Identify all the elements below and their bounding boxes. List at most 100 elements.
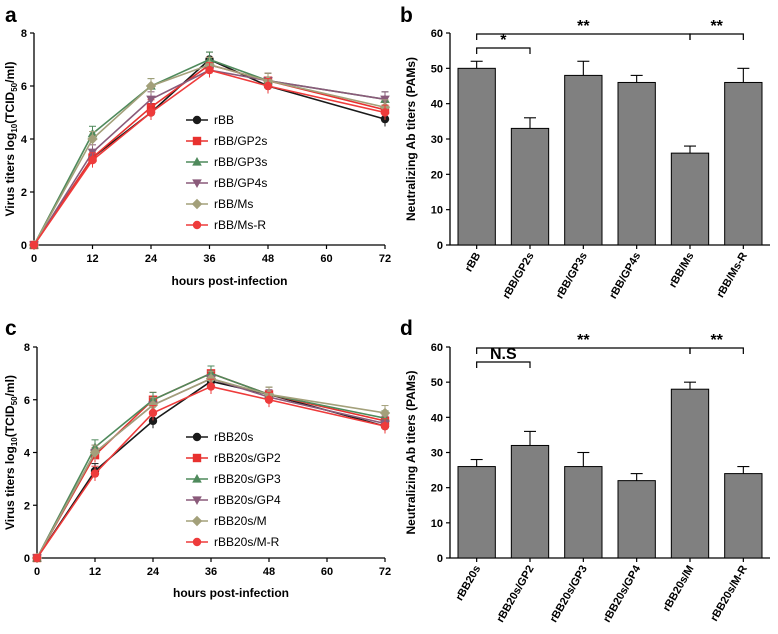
y-axis-label-paren: (TCID — [3, 405, 17, 437]
legend-marker — [192, 157, 202, 166]
data-point — [148, 416, 158, 426]
legend-label: rBB20s/M-R — [214, 535, 280, 549]
series-rBB20s/GP4 — [32, 370, 390, 563]
x-tick-label: rBB/GP3s — [554, 251, 590, 301]
x-tick-label: 36 — [203, 253, 215, 265]
legend-marker — [192, 453, 202, 463]
data-point — [145, 80, 157, 92]
bar — [457, 67, 496, 246]
bar-chart-panel-d: d 0 10 20 30 40 50 60 Neutralizing Ab titers (PA… — [400, 317, 770, 625]
legend-label: rBB20s/GP3 — [214, 472, 281, 486]
legend-label: rBB — [214, 113, 234, 127]
x-tick-label: rBB20s/GP3 — [548, 564, 590, 625]
series-line — [33, 63, 386, 246]
significance-label: ** — [577, 18, 590, 35]
y-tick-label: 4 — [21, 134, 28, 146]
legend-marker — [192, 496, 202, 505]
series-rBB/Ms — [28, 56, 391, 251]
x-tick-label: rBB/GP2s — [501, 251, 537, 301]
x-tick-label: 24 — [145, 253, 158, 265]
x-tick-label: 12 — [89, 566, 101, 578]
significance-label: ** — [577, 332, 590, 349]
y-axis-label: Virus titers log10(TCID50/ml) — [3, 62, 19, 217]
bar — [510, 444, 550, 559]
x-tick-label: 0 — [31, 253, 37, 265]
y-tick-label: 8 — [24, 342, 30, 354]
bar — [457, 466, 496, 559]
legend: rBB rBB/GP2s rBB/GP3s rBB/GP4s rBB/Ms rBB/Ms-… — [186, 113, 267, 232]
panel-letter: c — [5, 317, 17, 340]
x-tick-label: rBB/GP4s — [607, 251, 643, 301]
legend-marker — [192, 474, 202, 483]
x-tick-label: 0 — [34, 566, 40, 578]
x-tick-label: 12 — [86, 253, 98, 265]
data-point — [263, 81, 273, 91]
legend-marker — [191, 198, 203, 210]
y-tick-label: 50 — [431, 377, 443, 389]
y-tick-label: 30 — [431, 134, 443, 146]
data-point — [32, 553, 42, 563]
legend-marker — [192, 136, 202, 146]
y-tick-label: 0 — [24, 553, 30, 565]
x-tick-label: 72 — [379, 566, 391, 578]
y-tick-label: 60 — [431, 342, 443, 354]
bar — [670, 388, 710, 559]
x-tick-label: 60 — [321, 566, 333, 578]
y-tick-label: 10 — [431, 205, 443, 217]
y-tick-label: 30 — [431, 448, 443, 460]
data-point — [205, 65, 214, 75]
data-point — [264, 395, 274, 404]
data-point — [29, 240, 39, 250]
panel-letter: d — [400, 317, 413, 340]
x-tick-label: rBB20s/M-R — [708, 563, 750, 623]
legend-label: rBB/Ms — [214, 197, 253, 211]
bar — [617, 480, 656, 559]
y-axis-label-tail: /ml) — [3, 375, 17, 396]
significance-label: ** — [710, 332, 723, 349]
data-point — [379, 407, 391, 419]
series-line — [33, 69, 386, 246]
x-tick-label: rBB/Ms-R — [714, 250, 749, 299]
series-line — [36, 377, 386, 559]
x-axis-label: hours post-infection — [173, 586, 289, 600]
series-rBB20s/M — [31, 370, 391, 564]
significance-label: N.S — [490, 346, 517, 363]
legend-marker — [191, 515, 203, 527]
data-point — [146, 108, 156, 117]
x-tick-label: rBB20s/GP2 — [494, 564, 536, 625]
data-point — [148, 408, 158, 418]
legend-marker — [192, 115, 202, 125]
y-axis-label-tail: /ml) — [3, 62, 17, 83]
legend-label: rBB/GP2s — [214, 134, 267, 148]
bar — [564, 74, 603, 246]
series-line — [36, 372, 386, 559]
legend-marker — [192, 220, 202, 230]
bar — [564, 466, 603, 559]
y-axis-label-main: Virus titers log — [3, 133, 17, 217]
series-rBB20s/GP3 — [32, 365, 390, 562]
y-axis-label: Neutralizing Ab titers (PAMs) — [404, 370, 418, 534]
y-axis-label-main: Virus titers log — [3, 446, 17, 530]
legend: rBB20s rBB20s/GP2 rBB20s/GP3 rBB20s/GP4 rBB2… — [186, 430, 281, 549]
x-tick-label: rBB — [463, 250, 484, 274]
legend-marker — [192, 432, 202, 442]
series-rBB20s/M-R — [32, 378, 390, 563]
significance-label: ** — [710, 18, 723, 35]
y-tick-label: 10 — [431, 518, 443, 530]
bar — [724, 81, 763, 246]
y-tick-label: 0 — [437, 553, 443, 565]
significance-bracket — [689, 33, 744, 40]
x-tick-label: 24 — [147, 566, 160, 578]
x-tick-label: rBB20s — [454, 564, 484, 603]
series-line — [33, 63, 386, 246]
y-tick-label: 0 — [437, 240, 443, 252]
y-axis-label: Neutralizing Ab titers (PAMs) — [404, 57, 418, 221]
data-point — [205, 373, 217, 384]
data-point — [90, 469, 100, 478]
series-rBB/GP3s — [29, 51, 390, 249]
bar-chart-panel-b: b 0 10 20 30 40 50 60 Neutralizing Ab titers (PA… — [400, 4, 770, 301]
data-point — [88, 156, 97, 165]
data-point — [206, 382, 216, 391]
